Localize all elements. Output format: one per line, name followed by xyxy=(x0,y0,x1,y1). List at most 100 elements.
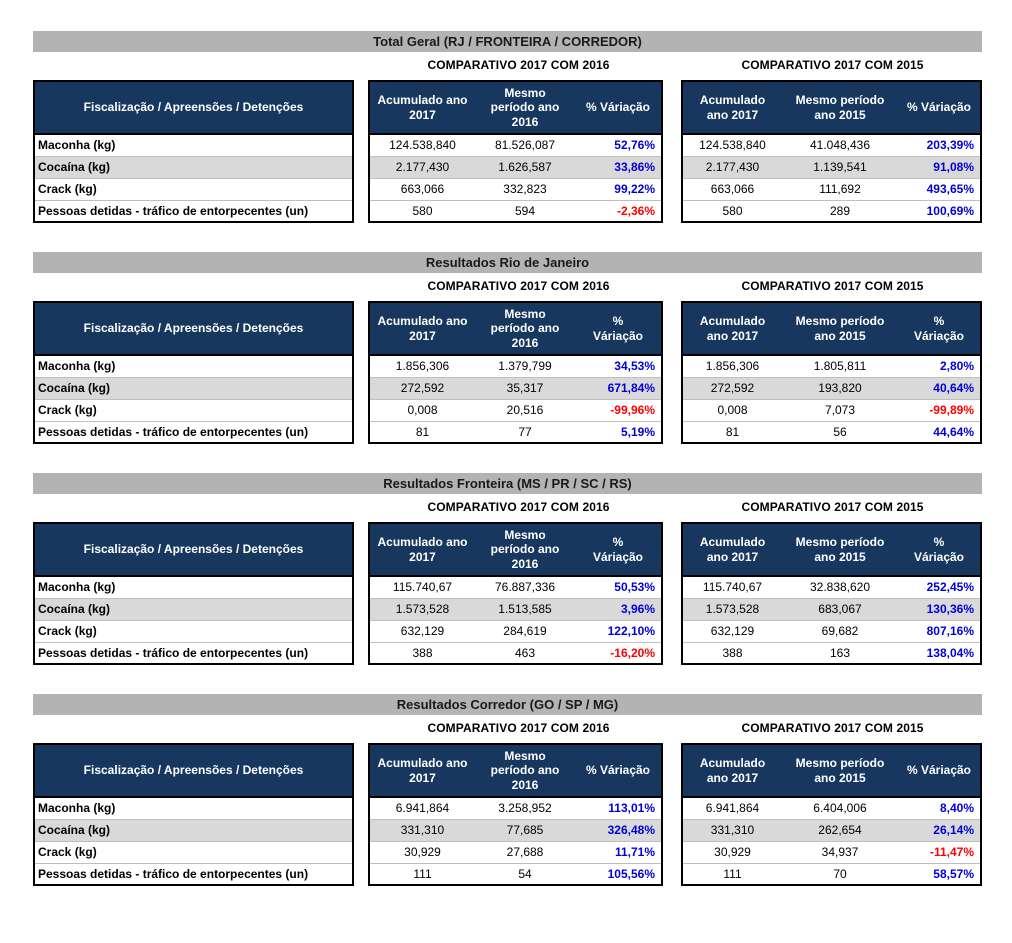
metrics-label-table: Fiscalização / Apreensões / Detenções Ma… xyxy=(33,522,354,665)
value-previous: 69,682 xyxy=(782,619,898,642)
pct-variation: -11,47% xyxy=(898,840,981,863)
metric-label: Maconha (kg) xyxy=(38,580,116,595)
table-row: Pessoas detidas - tráfico de entorpecent… xyxy=(34,862,353,885)
metric-label: Crack (kg) xyxy=(34,840,353,863)
pct-variation: 26,14% xyxy=(898,818,981,841)
table-row: 0,008 20,516 -99,96% xyxy=(369,398,662,421)
comparison-table-2016: Acumulado ano 2017 Mesmo período ano 201… xyxy=(368,522,663,665)
metric-label: Pessoas detidas - tráfico de entorpecent… xyxy=(34,862,353,885)
pct-variation: 91,08% xyxy=(898,155,981,178)
metric-label: Pessoas detidas - tráfico de entorpecent… xyxy=(34,420,353,443)
table-row: Maconha (kg) xyxy=(34,576,353,598)
value-previous: 34,937 xyxy=(782,840,898,863)
pct-variation: -99,89% xyxy=(898,398,981,421)
value-previous: 163 xyxy=(782,641,898,664)
table-row: 111 70 58,57% xyxy=(682,862,981,885)
pct-variation: 40,64% xyxy=(898,376,981,399)
table-row: Maconha (kg) xyxy=(34,797,353,819)
metric-label: Cocaína (kg) xyxy=(34,376,353,399)
tables-row: Fiscalização / Apreensões / Detenções Ma… xyxy=(33,522,982,665)
comparative-titles-row: COMPARATIVO 2017 COM 2016 COMPARATIVO 20… xyxy=(33,57,982,73)
comparative-2016-title: COMPARATIVO 2017 COM 2016 xyxy=(427,500,610,514)
table-row: 124.538,840 81.526,087 52,76% xyxy=(369,134,662,156)
column-header-variacao: % Váriação xyxy=(575,744,662,798)
table-row: 2.177,430 1.626,587 33,86% xyxy=(369,155,662,178)
value-previous: 1.139,541 xyxy=(782,155,898,178)
value-2017: 81 xyxy=(369,420,475,443)
value-previous: 77,685 xyxy=(475,818,575,841)
pct-variation: 11,71% xyxy=(575,840,662,863)
table-row: Crack (kg) xyxy=(34,619,353,642)
comparison-table-2016: Acumulado ano 2017 Mesmo período ano 201… xyxy=(368,80,663,223)
pct-variation: 34,53% xyxy=(614,359,655,374)
column-header-variacao: % Váriação xyxy=(575,81,662,135)
value-2017: 663,066 xyxy=(682,177,782,200)
table-row: Pessoas detidas - tráfico de entorpecent… xyxy=(34,199,353,222)
value-2017: 580 xyxy=(682,199,782,222)
label-table-header: Fiscalização / Apreensões / Detenções xyxy=(34,744,353,798)
value-2017: 115.740,67 xyxy=(392,580,453,595)
section-title-bar: Total Geral (RJ / FRONTEIRA / CORREDOR) xyxy=(33,31,982,52)
value-previous: 35,317 xyxy=(475,376,575,399)
value-previous: 77 xyxy=(475,420,575,443)
table-row: 6.941,864 3.258,952 113,01% xyxy=(369,797,662,819)
label-table-header: Fiscalização / Apreensões / Detenções xyxy=(34,523,353,577)
table-row: 115.740,67 32.838,620 252,45% xyxy=(682,576,981,598)
table-row: 580 594 -2,36% xyxy=(369,199,662,222)
metric-label: Maconha (kg) xyxy=(38,138,116,153)
column-header-acumulado: Acumulado ano 2017 xyxy=(682,302,782,356)
label-table-header: Fiscalização / Apreensões / Detenções xyxy=(34,81,353,135)
table-row: 331,310 77,685 326,48% xyxy=(369,818,662,841)
tables-row: Fiscalização / Apreensões / Detenções Ma… xyxy=(33,80,982,223)
column-header-acumulado: Acumulado ano 2017 xyxy=(682,81,782,135)
metric-label: Pessoas detidas - tráfico de entorpecent… xyxy=(34,641,353,664)
section-title: Total Geral (RJ / FRONTEIRA / CORREDOR) xyxy=(373,34,642,49)
table-row: 30,929 34,937 -11,47% xyxy=(682,840,981,863)
metrics-label-table: Fiscalização / Apreensões / Detenções Ma… xyxy=(33,80,354,223)
label-table-header: Fiscalização / Apreensões / Detenções xyxy=(34,302,353,356)
metric-label: Maconha (kg) xyxy=(38,359,116,374)
pct-variation: 203,39% xyxy=(926,138,974,153)
value-previous: 32.838,620 xyxy=(809,580,871,595)
column-header-mesmo-periodo: Mesmo período ano 2015 xyxy=(782,744,898,798)
metrics-label-table: Fiscalização / Apreensões / Detenções Ma… xyxy=(33,743,354,886)
table-row: 115.740,67 76.887,336 50,53% xyxy=(369,576,662,598)
comparative-2015-title: COMPARATIVO 2017 COM 2015 xyxy=(741,58,924,72)
column-header-variacao: % Váriação xyxy=(898,302,981,356)
value-previous: 262,654 xyxy=(782,818,898,841)
comparative-2016-title: COMPARATIVO 2017 COM 2016 xyxy=(427,58,610,72)
pct-variation: 105,56% xyxy=(575,862,662,885)
pct-variation: 99,22% xyxy=(575,177,662,200)
table-row: 1.573,528 1.513,585 3,96% xyxy=(369,597,662,620)
value-previous: 6.404,006 xyxy=(813,801,867,816)
column-header-mesmo-periodo: Mesmo período ano 2016 xyxy=(475,302,575,356)
pct-variation: 44,64% xyxy=(898,420,981,443)
metric-label: Crack (kg) xyxy=(34,398,353,421)
value-2017: 6.941,864 xyxy=(395,801,450,816)
pct-variation: 5,19% xyxy=(575,420,662,443)
column-header-mesmo-periodo: Mesmo período ano 2015 xyxy=(782,302,898,356)
metric-label: Crack (kg) xyxy=(34,619,353,642)
table-row: 272,592 193,820 40,64% xyxy=(682,376,981,399)
value-2017: 388 xyxy=(682,641,782,664)
table-row: 111 54 105,56% xyxy=(369,862,662,885)
column-header-acumulado: Acumulado ano 2017 xyxy=(369,302,475,356)
value-2017: 331,310 xyxy=(369,818,475,841)
column-header-mesmo-periodo: Mesmo período ano 2016 xyxy=(475,81,575,135)
tables-row: Fiscalização / Apreensões / Detenções Ma… xyxy=(33,743,982,886)
value-previous: 27,688 xyxy=(475,840,575,863)
report-page: Total Geral (RJ / FRONTEIRA / CORREDOR) … xyxy=(33,31,982,886)
value-2017: 124.538,840 xyxy=(699,138,766,153)
value-previous: 70 xyxy=(782,862,898,885)
table-row: Pessoas detidas - tráfico de entorpecent… xyxy=(34,420,353,443)
pct-variation: 138,04% xyxy=(898,641,981,664)
value-previous: 3.258,952 xyxy=(498,801,552,816)
pct-variation: 252,45% xyxy=(926,580,974,595)
value-2017: 2.177,430 xyxy=(369,155,475,178)
metric-label: Maconha (kg) xyxy=(38,801,116,816)
comparison-table-2015: Acumulado ano 2017 Mesmo período ano 201… xyxy=(681,743,982,886)
pct-variation: 2,80% xyxy=(939,359,974,374)
section-title-bar: Resultados Fronteira (MS / PR / SC / RS) xyxy=(33,473,982,494)
comparison-table-2016: Acumulado ano 2017 Mesmo período ano 201… xyxy=(368,301,663,444)
value-2017: 115.740,67 xyxy=(702,580,763,595)
